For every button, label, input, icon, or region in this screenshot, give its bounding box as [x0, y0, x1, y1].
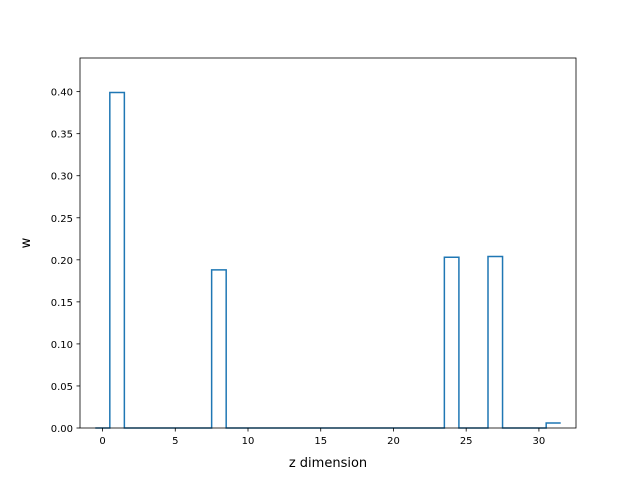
x-tick-label: 30 [533, 436, 546, 447]
x-tick-label: 10 [242, 436, 255, 447]
y-tick-label: 0.00 [51, 424, 73, 435]
x-tick-label: 25 [460, 436, 473, 447]
y-tick-label: 0.10 [51, 340, 73, 351]
plot-background [80, 58, 576, 428]
y-tick-label: 0.30 [51, 172, 73, 183]
y-tick-label: 0.40 [51, 88, 73, 99]
axes-layer: 0 5 10 15 20 25 30 0.00 0.05 0.10 0.15 0.20 0.25 0.30… [51, 57, 577, 447]
axes-frame [79, 57, 577, 429]
y-axis-label: w [19, 237, 34, 248]
x-axis-label: z dimension [289, 456, 367, 471]
y-tick-label: 0.35 [51, 130, 73, 141]
y-tick-label: 0.05 [51, 382, 73, 393]
y-tick-label: 0.20 [51, 256, 73, 267]
x-tick-label: 20 [387, 436, 400, 447]
x-tick-label: 0 [99, 436, 105, 447]
y-tick-label: 0.15 [51, 298, 73, 309]
x-tick-label: 5 [172, 436, 178, 447]
x-tick-label: 15 [314, 436, 327, 447]
y-tick-label: 0.25 [51, 214, 73, 225]
